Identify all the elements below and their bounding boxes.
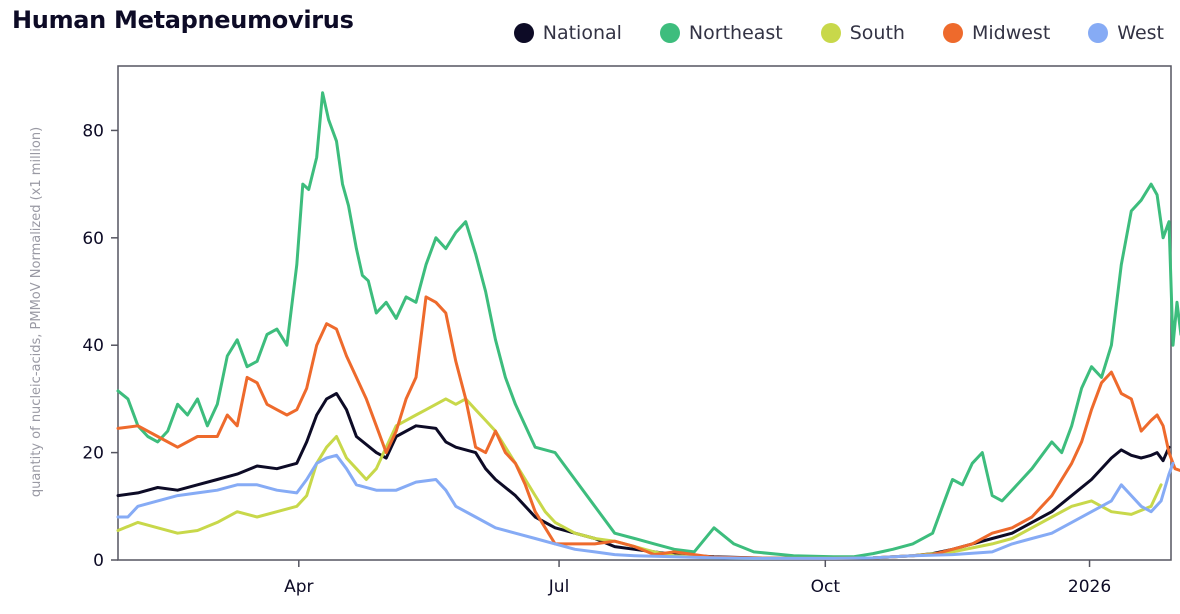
legend-item-south[interactable]: South <box>820 22 905 44</box>
y-tick-label-20: 20 <box>82 444 104 464</box>
x-axis: Apr Jul Oct 2026 <box>284 560 1111 597</box>
chart-title: Human Metapneumovirus <box>12 6 354 34</box>
x-tick-label-jul: Jul <box>548 577 570 597</box>
legend-swatch-west <box>1088 23 1109 43</box>
x-tick-label-oct: Oct <box>811 577 841 597</box>
legend-label-national: National <box>542 22 622 44</box>
legend-swatch-northeast <box>659 23 680 43</box>
plot-area-frame <box>117 65 1172 561</box>
y-axis-label: quantity of nucleic-acids, PMMoV Normali… <box>29 127 44 497</box>
legend-item-midwest[interactable]: Midwest <box>942 22 1051 44</box>
series-line-west <box>116 453 1175 560</box>
legend-swatch-south <box>820 23 841 43</box>
y-tick-label-60: 60 <box>82 229 104 249</box>
x-tick-label-apr: Apr <box>284 577 313 597</box>
series-line-northeast <box>116 91 1180 559</box>
y-tick-label-0: 0 <box>93 551 104 571</box>
series-lines <box>116 91 1180 560</box>
legend-label-midwest: Midwest <box>971 22 1051 44</box>
x-tick-label-2026: 2026 <box>1068 577 1111 597</box>
y-axis: 0 20 40 60 80 <box>82 121 118 571</box>
legend-label-west: West <box>1117 22 1164 44</box>
legend-item-national[interactable]: National <box>513 22 622 44</box>
legend-swatch-national <box>513 23 534 43</box>
legend-item-northeast[interactable]: Northeast <box>659 22 783 44</box>
series-line-midwest <box>116 295 1180 560</box>
chart-legend: National Northeast South Midwest West <box>513 22 1164 44</box>
y-tick-label-80: 80 <box>82 121 104 141</box>
legend-label-south: South <box>849 22 905 44</box>
series-line-national <box>116 392 1171 560</box>
legend-item-west[interactable]: West <box>1088 22 1164 44</box>
legend-swatch-midwest <box>942 23 963 43</box>
y-tick-label-40: 40 <box>82 336 104 356</box>
legend-label-northeast: Northeast <box>688 22 783 44</box>
